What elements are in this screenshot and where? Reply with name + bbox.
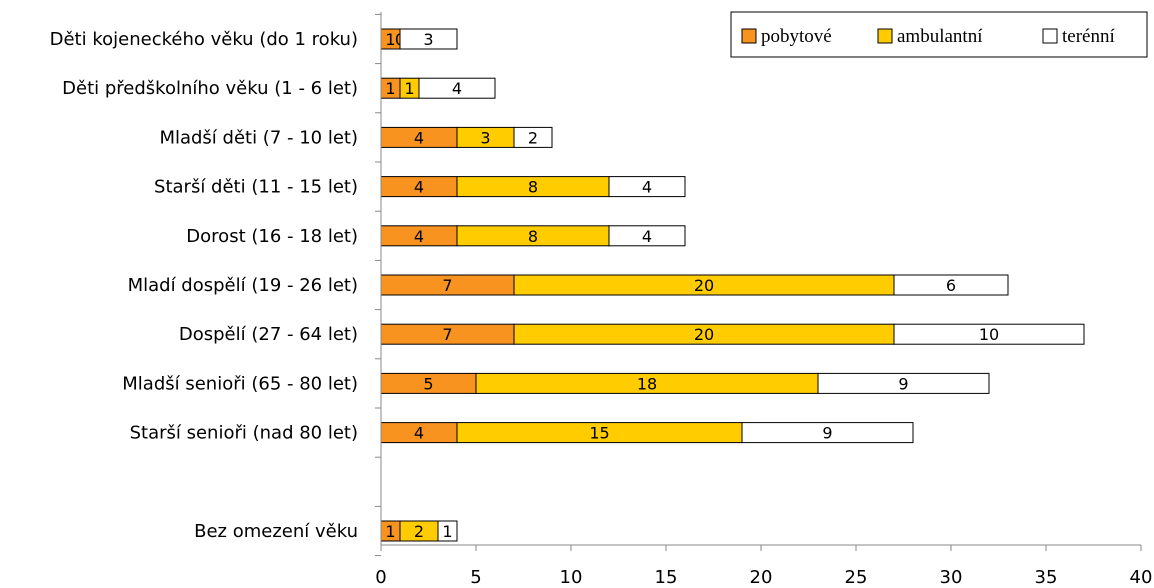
data-label: 20 xyxy=(694,276,714,295)
legend-label: terénní xyxy=(1062,26,1115,47)
data-label: 5 xyxy=(423,374,433,393)
data-label: 8 xyxy=(528,227,538,246)
data-label: 1 xyxy=(404,79,414,98)
legend-label: ambulantní xyxy=(897,26,983,47)
legend-swatch xyxy=(741,28,757,44)
data-label: 20 xyxy=(694,325,714,344)
category-label: Mladí dospělí (19 - 26 let) xyxy=(128,275,358,296)
x-tick-label: 0 xyxy=(375,567,386,588)
x-tick-label: 15 xyxy=(655,567,678,588)
data-label: 1 xyxy=(385,30,395,49)
category-label: Dorost (16 - 18 let) xyxy=(186,226,358,247)
bars-group: 10311443248448472067201051894159121 xyxy=(380,28,1085,542)
data-label: 6 xyxy=(946,276,956,295)
data-label: 18 xyxy=(637,374,657,393)
legend-swatch xyxy=(877,28,893,44)
x-tick-label: 35 xyxy=(1035,567,1058,588)
legend: pobytové ambulantní terénní xyxy=(730,11,1148,58)
data-label: 9 xyxy=(822,424,832,443)
data-label: 7 xyxy=(442,325,452,344)
x-tick-label: 10 xyxy=(560,567,583,588)
bar-segment xyxy=(418,77,496,99)
bar-segment xyxy=(893,274,1009,296)
legend-swatch xyxy=(1042,28,1058,44)
data-label: 4 xyxy=(414,178,424,197)
data-label: 4 xyxy=(414,227,424,246)
x-tick-label: 25 xyxy=(845,567,868,588)
data-label: 2 xyxy=(528,128,538,147)
category-label: Děti kojeneckého věku (do 1 roku) xyxy=(50,29,358,50)
data-label: 2 xyxy=(414,522,424,541)
data-label: 10 xyxy=(979,325,999,344)
x-tick-label: 30 xyxy=(940,567,963,588)
axes-group: Děti kojeneckého věku (do 1 roku) Děti př… xyxy=(50,12,1153,588)
data-label: 1 xyxy=(385,522,395,541)
data-label: 4 xyxy=(642,227,652,246)
category-label: Bez omezení věku xyxy=(194,521,358,542)
category-label: Starší senioři (nad 80 let) xyxy=(130,423,358,444)
data-label: 1 xyxy=(385,79,395,98)
data-label: 9 xyxy=(898,374,908,393)
category-label: Mladší děti (7 - 10 let) xyxy=(159,127,358,148)
bar-segment xyxy=(513,126,553,148)
data-label: 15 xyxy=(589,424,609,443)
x-tick-label: 5 xyxy=(470,567,481,588)
legend-box xyxy=(730,11,1148,58)
data-label: 8 xyxy=(528,178,538,197)
bar-segment xyxy=(893,323,1085,345)
bar-segment xyxy=(817,372,990,394)
x-tick-label: 40 xyxy=(1130,567,1153,588)
data-label: 4 xyxy=(452,79,462,98)
bar-segment xyxy=(608,176,686,198)
category-label: Starší děti (11 - 15 let) xyxy=(154,177,358,198)
category-label: Děti předškolního věku (1 - 6 let) xyxy=(62,78,358,99)
data-label: 4 xyxy=(414,128,424,147)
category-label: Mladší senioři (65 - 80 let) xyxy=(122,373,358,394)
legend-label: pobytové xyxy=(761,26,832,47)
bar-segment xyxy=(399,28,458,50)
x-tick-label: 20 xyxy=(750,567,773,588)
data-label: 7 xyxy=(442,276,452,295)
data-label: 1 xyxy=(442,522,452,541)
data-label: 4 xyxy=(414,424,424,443)
data-label: 3 xyxy=(423,30,433,49)
bar-segment xyxy=(608,225,686,247)
data-label: 3 xyxy=(480,128,490,147)
category-label: Dospělí (27 - 64 let) xyxy=(179,324,358,345)
bar-segment xyxy=(741,422,914,444)
data-label: 4 xyxy=(642,178,652,197)
bar-segment xyxy=(437,520,458,542)
